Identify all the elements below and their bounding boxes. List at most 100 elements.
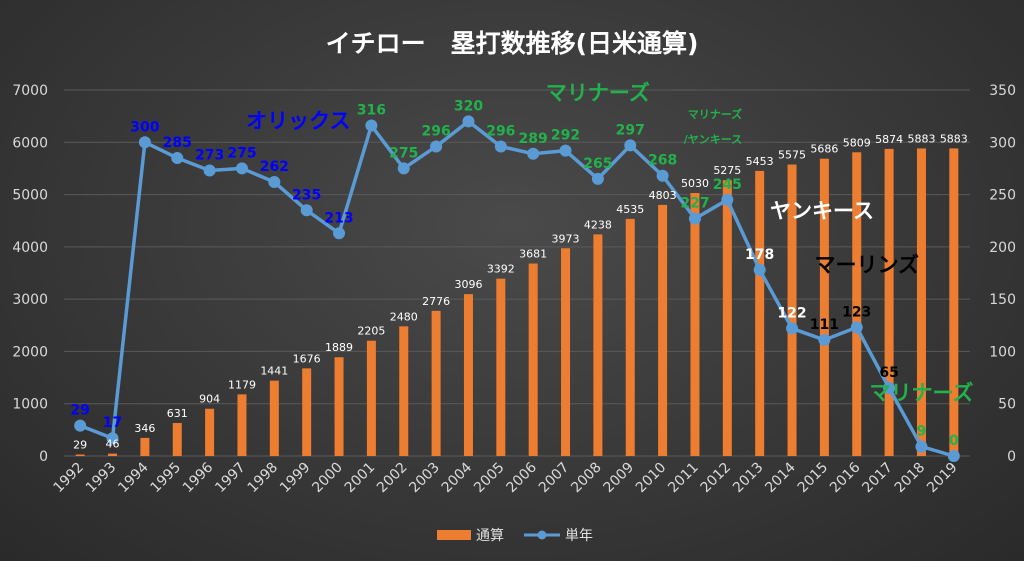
bar-data-label: 1889: [325, 341, 353, 354]
line-data-label: 29: [70, 403, 89, 419]
line-point: [462, 115, 475, 128]
bar-data-label: 5453: [746, 155, 774, 168]
line-data-label: 262: [260, 159, 289, 175]
x-tick-label: 1993: [83, 460, 120, 497]
bar-data-label: 4803: [649, 189, 677, 202]
bar: [852, 152, 862, 457]
y-right-tick-label: 300: [989, 135, 1016, 151]
bar: [140, 437, 150, 456]
line-data-label: 292: [551, 128, 580, 144]
y-left-tick-label: 6000: [12, 135, 48, 151]
bar: [496, 278, 506, 456]
line-data-label: 316: [357, 103, 386, 119]
line-data-label: 320: [454, 98, 483, 114]
line-point: [688, 212, 701, 225]
x-tick-label: 1997: [212, 460, 249, 497]
bar: [431, 310, 441, 456]
bar-data-label: 631: [167, 407, 188, 420]
line-series-annual: [74, 115, 960, 462]
line-point: [300, 204, 313, 217]
team-annotation: ヤンキース: [770, 199, 874, 223]
line-data-label: 111: [810, 317, 839, 333]
y-left-tick-label: 4000: [12, 240, 48, 256]
x-tick-label: 2003: [406, 460, 443, 497]
team-annotation: マーリンズ: [814, 253, 919, 277]
gridlines: [64, 89, 970, 457]
bar-data-label: 5686: [810, 143, 838, 156]
y-left-tick-label: 3000: [12, 292, 48, 308]
bar: [755, 170, 765, 457]
bar-data-label: 5275: [713, 164, 741, 177]
bar: [75, 454, 85, 456]
bar: [819, 158, 829, 456]
x-tick-label: 2006: [503, 459, 540, 496]
bar: [172, 423, 182, 456]
line-data-label: 17: [103, 415, 122, 431]
bar-data-label: 1676: [293, 352, 321, 365]
line-data-label: 275: [227, 145, 256, 161]
x-tick-label: 2012: [698, 460, 735, 497]
y-right-tick-label: 200: [989, 240, 1016, 256]
line-data-label: 235: [292, 187, 321, 203]
line-point: [333, 227, 346, 240]
line-point: [559, 144, 572, 157]
y-right-tick-label: 50: [998, 397, 1016, 413]
line-point: [494, 140, 507, 153]
bar-data-label: 5883: [907, 132, 935, 145]
legend-label-line: 単年: [565, 528, 593, 544]
x-tick-label: 2015: [795, 460, 832, 497]
line-data-label: 275: [389, 145, 418, 161]
x-tick-label: 1994: [115, 459, 152, 496]
y-left-tick-label: 2000: [12, 344, 48, 360]
x-tick-label: 2010: [633, 460, 670, 497]
x-tick-label: 2007: [536, 460, 573, 497]
bar-data-label: 1179: [228, 378, 256, 391]
team-annotation: オリックス: [246, 109, 350, 133]
bar-data-label: 5874: [875, 133, 903, 146]
line-data-label: 9: [917, 424, 927, 440]
line-point: [235, 162, 248, 175]
bar: [108, 453, 118, 456]
x-tick-label: 2002: [374, 460, 411, 497]
bar-data-label: 29: [73, 438, 87, 451]
line-point: [106, 432, 119, 445]
bar: [528, 263, 538, 456]
line-data-label: 289: [519, 131, 548, 147]
bar: [463, 294, 473, 456]
line-point: [397, 162, 410, 175]
bar: [787, 164, 797, 456]
line-data-label: 296: [486, 123, 515, 139]
line-point: [850, 321, 863, 334]
line-data-label: 285: [163, 135, 192, 151]
bar-data-label: 5030: [681, 177, 709, 190]
bar: [916, 148, 926, 456]
bar: [690, 193, 700, 456]
y-left-tick-label: 7000: [12, 83, 48, 99]
bar: [722, 180, 732, 456]
bar: [237, 394, 247, 456]
y-left-tick-label: 0: [39, 449, 48, 465]
line-point: [138, 136, 151, 149]
bar: [205, 408, 215, 456]
line-point: [624, 139, 637, 152]
x-tick-label: 2017: [859, 460, 896, 497]
line-point: [818, 333, 831, 346]
line-point: [915, 440, 928, 453]
bar-data-label: 3681: [519, 248, 547, 261]
line-point: [365, 119, 378, 132]
bar-series-cumulative: [75, 148, 959, 457]
x-tick-label: 2001: [342, 460, 379, 497]
line-data-label: 227: [680, 196, 709, 212]
y-left-tick-label: 5000: [12, 188, 48, 204]
x-tick-label: 2019: [924, 460, 961, 497]
bar: [334, 357, 344, 456]
line-point: [656, 169, 669, 182]
y-right-tick-label: 100: [989, 344, 1016, 360]
bar: [658, 204, 668, 456]
y-right-tick-label: 350: [989, 83, 1016, 99]
x-tick-label: 1995: [148, 460, 185, 497]
legend-label-bar: 通算: [476, 528, 504, 544]
x-tick-label: 2008: [568, 460, 605, 497]
line-point: [591, 172, 604, 185]
bar-data-label: 46: [106, 438, 120, 451]
